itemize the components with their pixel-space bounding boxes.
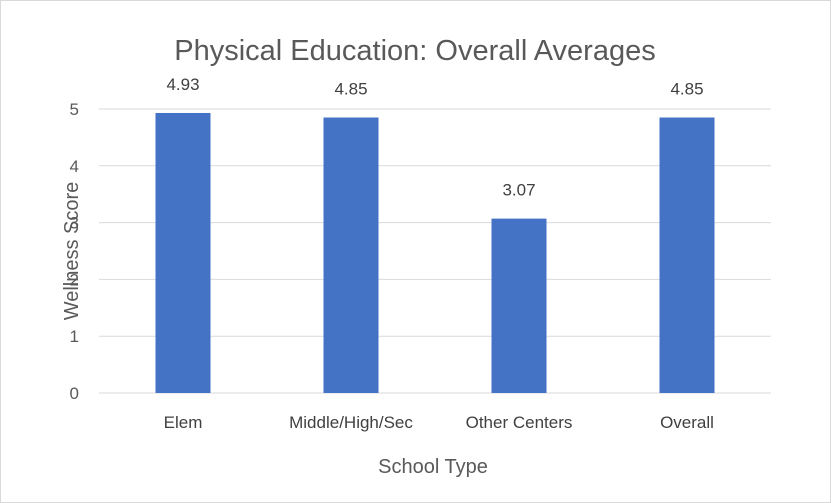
y-tick-label: 0 xyxy=(70,384,79,403)
data-labels: 4.93 4.85 3.07 4.85 xyxy=(166,75,703,200)
x-axis-categories: Elem Middle/High/Sec Other Centers Overall xyxy=(164,413,714,432)
x-category-label: Other Centers xyxy=(466,413,573,432)
y-tick-label: 1 xyxy=(70,327,79,346)
y-axis-title: Wellness Score xyxy=(61,182,83,321)
bar xyxy=(659,117,715,394)
x-category-label: Elem xyxy=(164,413,203,432)
gridlines xyxy=(99,108,771,394)
y-tick-label: 3 xyxy=(70,214,79,233)
bars xyxy=(155,112,715,394)
y-tick-label: 2 xyxy=(70,270,79,289)
data-label: 3.07 xyxy=(502,181,535,200)
x-axis-title: School Type xyxy=(378,456,488,478)
bar xyxy=(491,218,547,393)
y-tick-label: 5 xyxy=(70,100,79,119)
data-label: 4.85 xyxy=(334,80,367,99)
data-label: 4.93 xyxy=(166,75,199,94)
x-category-label: Middle/High/Sec xyxy=(289,413,413,432)
data-label: 4.85 xyxy=(670,80,703,99)
x-category-label: Overall xyxy=(660,413,714,432)
bar xyxy=(323,117,379,394)
y-axis-ticks: 0 1 2 3 4 5 xyxy=(70,100,79,403)
chart-title: Physical Education: Overall Averages xyxy=(174,35,655,67)
y-tick-label: 4 xyxy=(70,157,79,176)
bar xyxy=(155,112,211,393)
